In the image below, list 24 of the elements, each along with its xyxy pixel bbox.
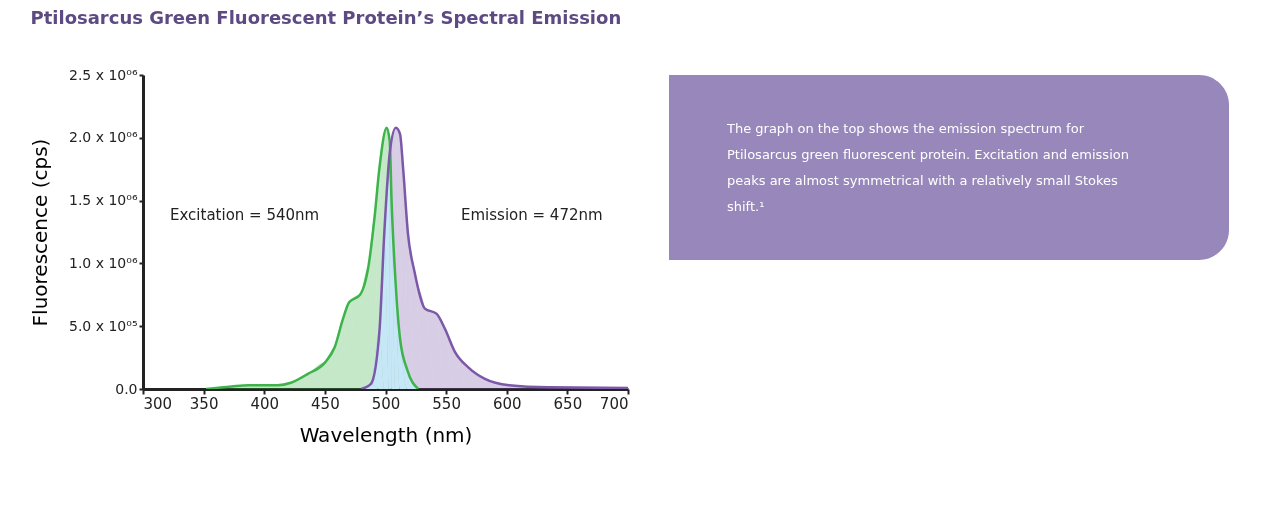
x-tick-label: 700 (599, 394, 629, 413)
x-tick-label: 400 (250, 394, 280, 413)
y-tick-label: 5.0 x 10⁰⁵ (69, 317, 138, 334)
x-axis-title: Wavelength (nm) (299, 422, 473, 447)
annotation: Excitation = 540nm (170, 206, 320, 224)
text: shift.¹ (727, 199, 765, 214)
x-tick-label: 350 (189, 394, 219, 413)
chart-title: Ptilosarcus Green Fluorescent Protein’s Spectral Emission (30, 7, 622, 28)
annotation: Emission = 472nm (461, 206, 603, 224)
y-tick-label: 1.5 x 10⁰⁶ (69, 192, 138, 209)
text: The graph on the top shows the emission spectrum for (726, 121, 1085, 136)
y-tick-label: 0.0 (115, 380, 138, 397)
x-tick-label: 500 (371, 394, 401, 413)
text: Ptilosarcus green fluorescent protein. Excitation and emission (727, 147, 1129, 162)
x-tick-label: 550 (432, 394, 461, 413)
x-tick-label: 600 (492, 394, 522, 413)
y-tick-label: 1.0 x 10⁰⁶ (69, 254, 138, 271)
x-tick-label: 450 (311, 394, 340, 413)
y-tick-label: 2.0 x 10⁰⁶ (69, 129, 138, 146)
text: peaks are almost symmetrical with a relatively small Stokes (727, 173, 1119, 188)
x-tick-label: 650 (553, 394, 583, 413)
x-tick-label: 300 (143, 394, 173, 413)
y-tick-label: 2.5 x 10⁰⁶ (69, 66, 138, 83)
y-axis-title: Fluorescence (cps) (28, 138, 53, 327)
